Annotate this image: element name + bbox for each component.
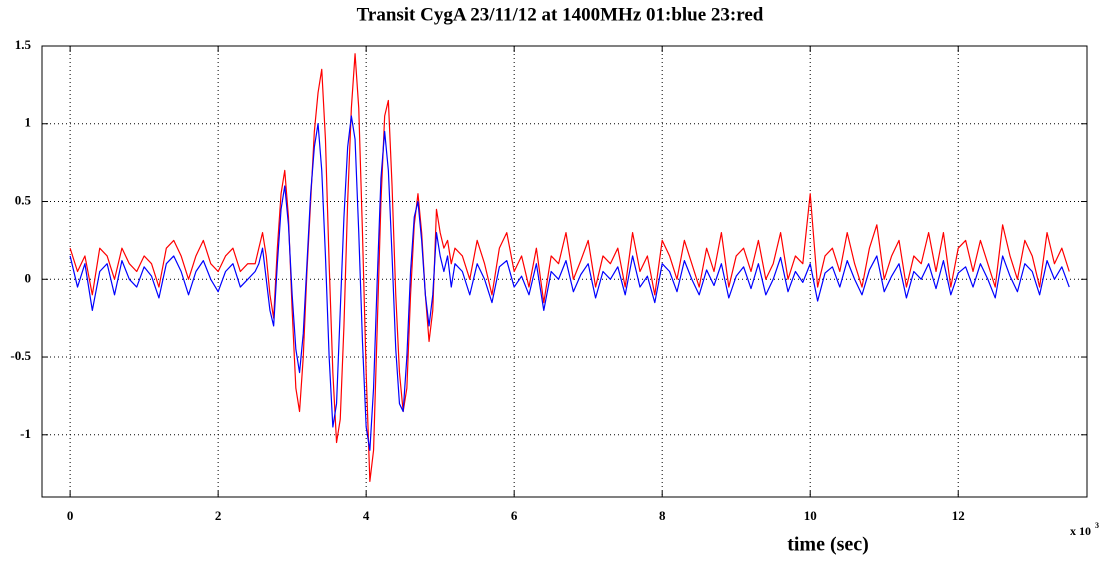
x-axis-label: time (sec) <box>787 534 869 556</box>
y-tick-label: 1 <box>25 115 32 130</box>
chart-title: Transit CygA 23/11/12 at 1400MHz 01:blue… <box>357 4 764 25</box>
x-tick-label: 0 <box>67 508 74 523</box>
x-tick-label: 12 <box>952 508 965 523</box>
y-tick-label: 0.5 <box>15 193 32 208</box>
x-tick-label: 8 <box>659 508 666 523</box>
y-tick-label: 0 <box>25 270 32 285</box>
x-multiplier-exponent: 3 <box>1095 521 1099 530</box>
y-tick-label: -0.5 <box>10 348 31 363</box>
y-tick-label: 1.5 <box>15 37 32 52</box>
x-tick-label: 4 <box>363 508 370 523</box>
data-line <box>69 115 1070 451</box>
data-line <box>69 53 1070 483</box>
x-tick-label: 2 <box>215 508 222 523</box>
y-tick-label: -1 <box>20 426 31 441</box>
x-tick-label: 10 <box>804 508 817 523</box>
x-multiplier: x 10 <box>1070 524 1091 538</box>
x-tick-label: 6 <box>511 508 518 523</box>
plot-frame <box>41 45 1088 498</box>
